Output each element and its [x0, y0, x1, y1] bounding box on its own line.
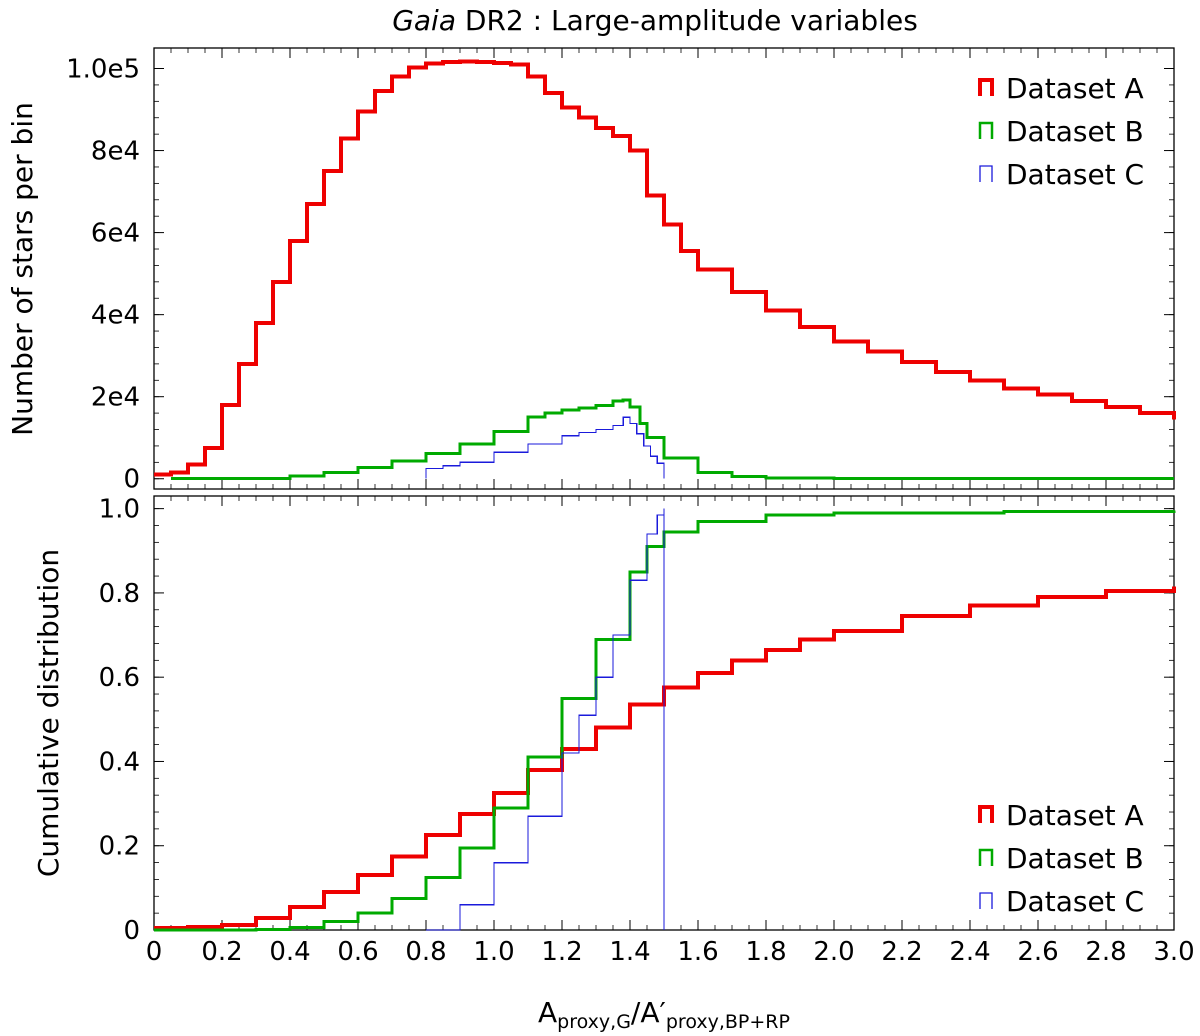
- x-tick-label: 1.8: [745, 937, 786, 967]
- top-y-tick-label: 6e4: [91, 219, 140, 249]
- bottom-y-axis-title: Cumulative distribution: [32, 549, 65, 877]
- top-axis-ticks: 0 2e4 4e4 6e4 8e4 1.0e5: [66, 48, 1175, 495]
- bottom-y-tick-label: 0.8: [99, 579, 140, 609]
- top-legend-label-dataset-c: Dataset C: [1006, 158, 1144, 191]
- x-tick-label: 1.0: [473, 937, 514, 967]
- x-tick-label: 1.6: [677, 937, 718, 967]
- x-tick-label: 1.2: [541, 937, 582, 967]
- bottom-series-dataset-c: [426, 508, 665, 931]
- x-tick-label: 2.6: [1017, 937, 1058, 967]
- top-legend: Dataset A Dataset B Dataset C: [978, 72, 1144, 191]
- bottom-legend-symbol-dataset-b: [978, 848, 994, 866]
- bottom-y-tick-label: 1.0: [99, 495, 140, 525]
- cumulative-panel: 0 0.2 0.4 0.6 0.8 1.0 1.2 1.4 1.6 1.8 2.0 2.2 2.4 2.6…: [32, 495, 1195, 967]
- bottom-legend-symbol-dataset-c: [979, 892, 993, 909]
- histogram-panel: 0 2e4 4e4 6e4 8e4 1.0e5 Number of stars per b…: [6, 47, 1176, 495]
- bottom-series-dataset-a: [154, 586, 1176, 930]
- title-italic: Gaia: [392, 4, 456, 37]
- x-tick-label: 0.4: [269, 937, 310, 967]
- bottom-y-tick-label: 0: [123, 916, 140, 946]
- top-series-group: [154, 59, 1176, 481]
- x-tick-label: 0.8: [405, 937, 446, 967]
- bottom-legend-symbol-dataset-a: [978, 805, 994, 823]
- bottom-series-group: [154, 508, 1176, 932]
- bottom-axis-ticks: 0 0.2 0.4 0.6 0.8 1.0 1.2 1.4 1.6 1.8 2.0 2.2 2.4 2.6…: [99, 495, 1195, 967]
- top-y-tick-label: 1.0e5: [66, 55, 140, 85]
- x-tick-label: 2.8: [1085, 937, 1126, 967]
- x-tick-label: 2.0: [813, 937, 854, 967]
- x-tick-label: 3.0: [1153, 937, 1194, 967]
- x-tick-label: 2.4: [949, 937, 990, 967]
- bottom-y-tick-label: 0.4: [99, 747, 140, 777]
- top-y-tick-label: 0: [123, 465, 140, 495]
- x-axis-title: Aproxy,G/A′proxy,BP+RP: [538, 996, 790, 1033]
- top-series-dataset-b: [171, 398, 1174, 481]
- x-axis-title-mid: /A′: [631, 996, 666, 1029]
- bottom-y-tick-label: 0.6: [99, 663, 140, 693]
- bottom-y-tick-label: 0.2: [99, 832, 140, 862]
- x-tick-label: 0: [146, 937, 163, 967]
- top-legend-symbol-dataset-a: [978, 78, 994, 96]
- x-axis-title-sub1: proxy,G: [557, 1011, 631, 1033]
- x-tick-label: 0.6: [337, 937, 378, 967]
- top-legend-label-dataset-b: Dataset B: [1006, 115, 1144, 148]
- top-y-axis-title: Number of stars per bin: [6, 102, 39, 436]
- top-y-tick-label: 2e4: [91, 383, 140, 413]
- top-legend-symbol-dataset-b: [978, 121, 994, 139]
- x-axis-title-main: A: [538, 996, 557, 1029]
- top-y-tick-label: 8e4: [91, 137, 140, 167]
- bottom-legend-label-dataset-c: Dataset C: [1006, 885, 1144, 918]
- top-y-tick-label: 4e4: [91, 301, 140, 331]
- top-series-dataset-a: [154, 59, 1176, 477]
- top-legend-symbol-dataset-c: [979, 165, 993, 182]
- chart-title: Gaia DR2 : Large-amplitude variables: [392, 4, 918, 37]
- bottom-legend-label-dataset-a: Dataset A: [1006, 799, 1144, 832]
- x-tick-label: 1.4: [609, 937, 650, 967]
- top-series-dataset-c: [425, 416, 665, 479]
- x-axis-title-sub2: proxy,BP+RP: [666, 1011, 790, 1033]
- title-rest: DR2 : Large-amplitude variables: [465, 4, 918, 37]
- x-tick-label: 0.2: [201, 937, 242, 967]
- bottom-legend-label-dataset-b: Dataset B: [1006, 842, 1144, 875]
- x-tick-label: 2.2: [881, 937, 922, 967]
- top-legend-label-dataset-a: Dataset A: [1006, 72, 1144, 105]
- bottom-legend: Dataset A Dataset B Dataset C: [978, 799, 1144, 918]
